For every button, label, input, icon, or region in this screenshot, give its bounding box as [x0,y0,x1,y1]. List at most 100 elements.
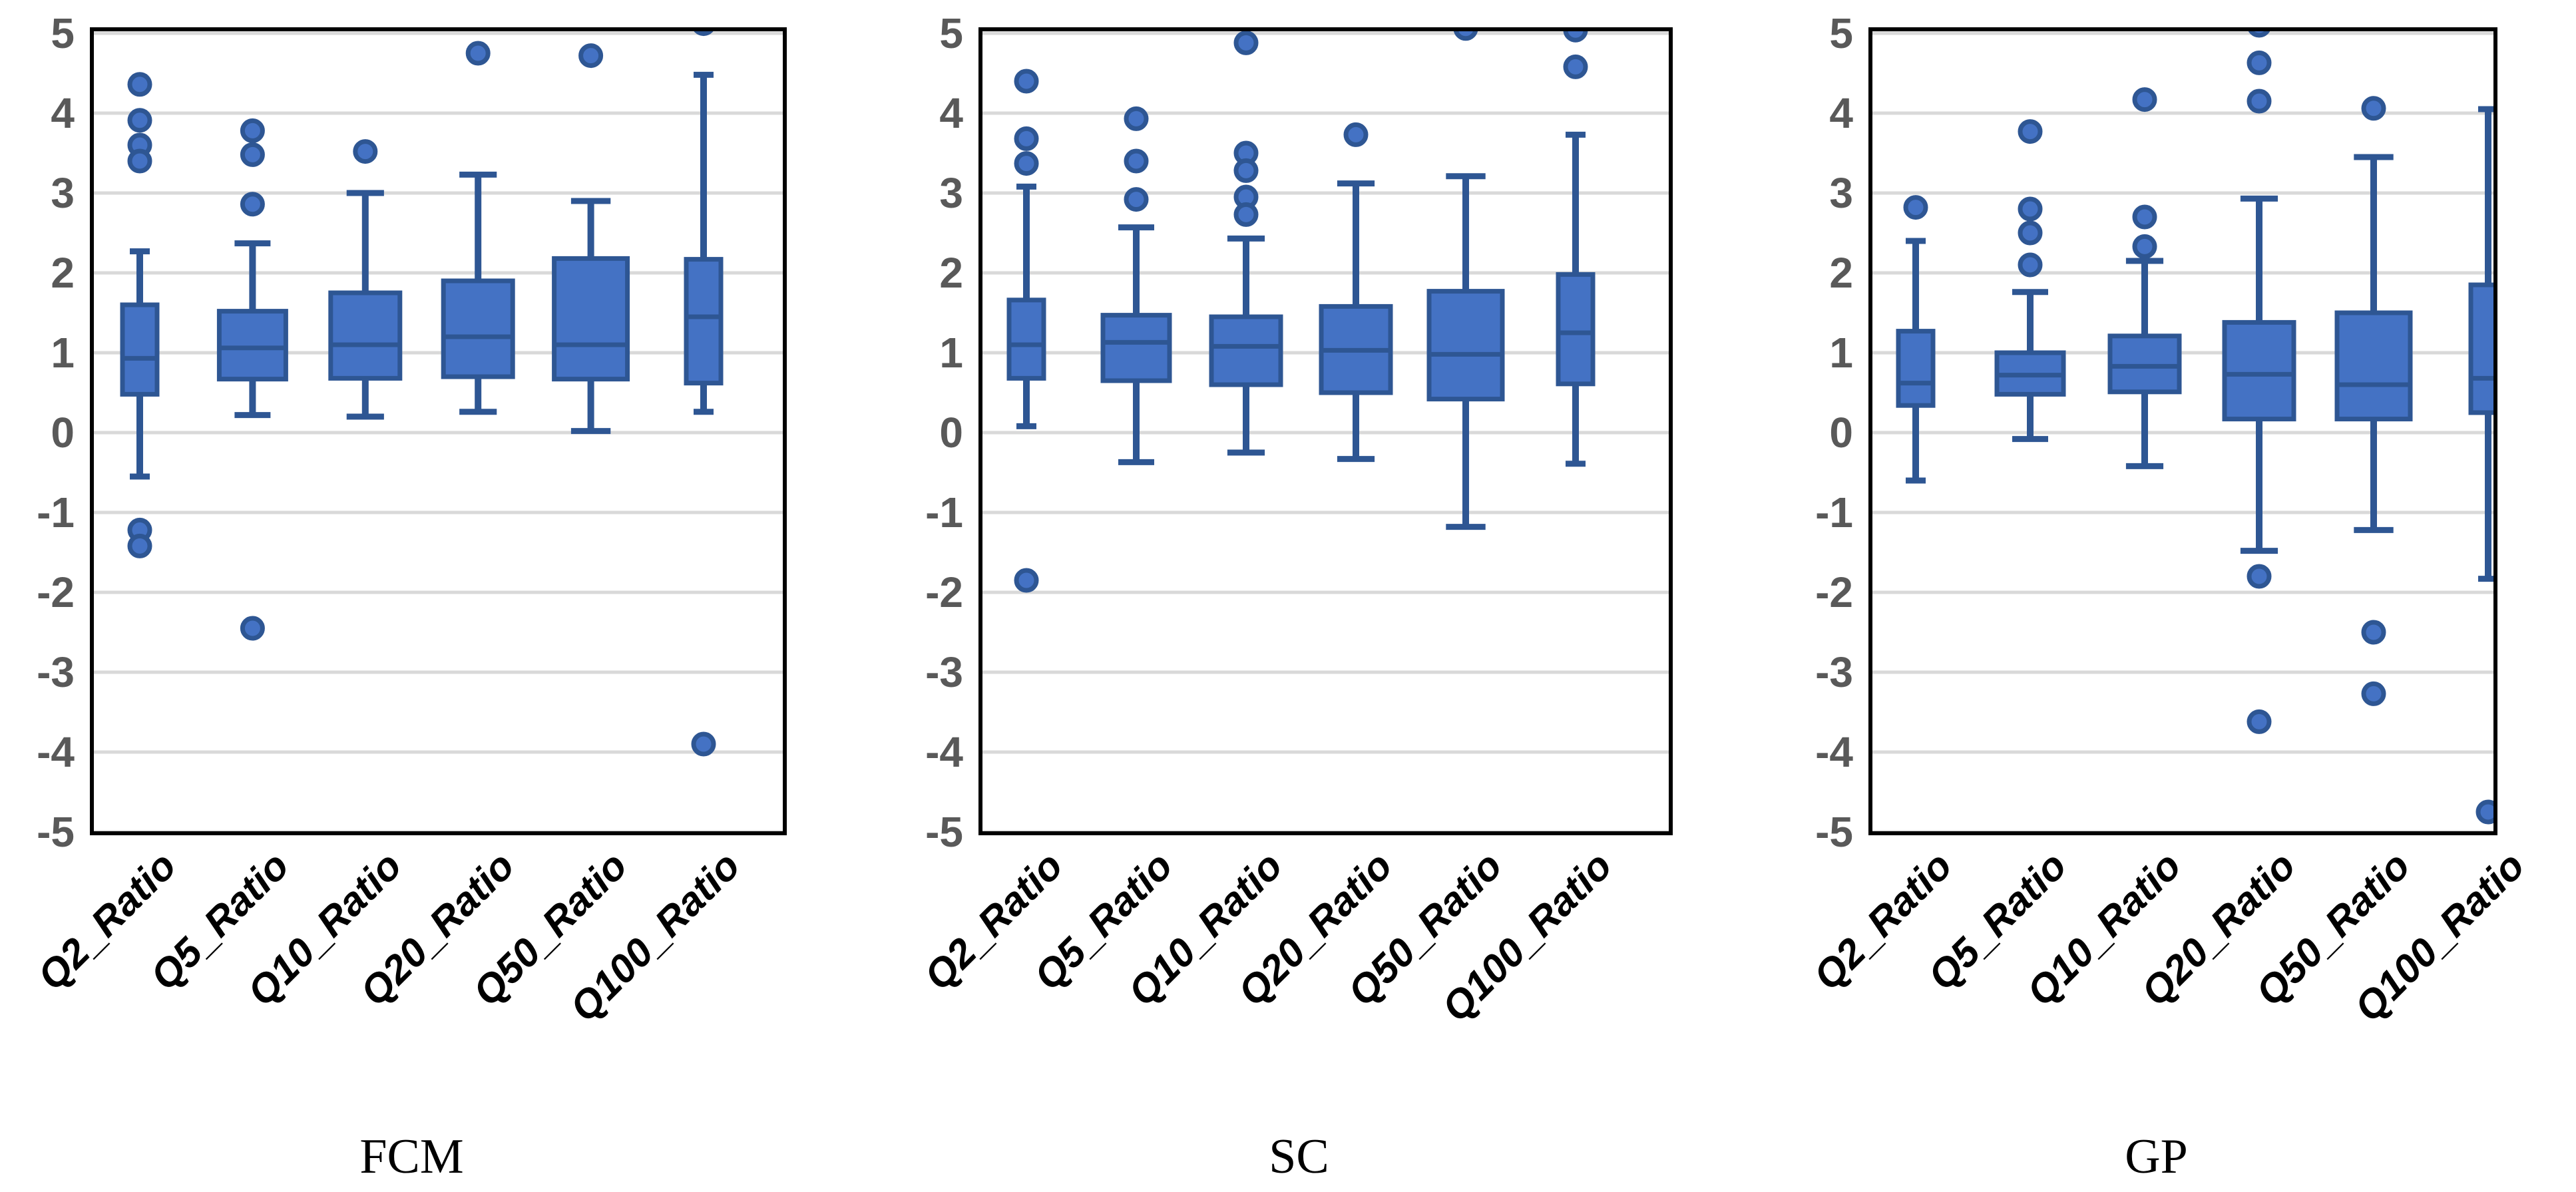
outlier-dot [2361,620,2386,645]
outlier-dot [2361,96,2386,121]
outlier-dot [127,72,152,97]
outlier-dot [127,148,152,174]
y-axis-tick-label: 2 [1829,249,1853,297]
box-group-q10_ratio [2107,87,2182,469]
box-group-q10_ratio [1209,30,1283,456]
chart-panel-fcm: 5 4 3 2 1 0 -1 -2 -3 -4 -5 Q2_Ratio Q5_Ratio Q10_Rati… [0,0,859,1192]
y-axis-tick-label: -4 [37,728,75,776]
outlier-dot [2132,234,2157,259]
y-axis-tick-label: 0 [939,409,963,457]
outlier-dot [240,192,265,217]
outlier-dot [1124,187,1149,212]
box-group-q100_ratio [1556,29,1596,467]
y-axis-tick-label: -5 [925,808,963,856]
y-axis-tick-label: 5 [939,9,963,57]
y-axis-tick-label: -4 [925,728,963,776]
iqr-box [441,278,515,379]
chart-panel-sc: 5 4 3 2 1 0 -1 -2 -3 -4 -5 Q2_Ratio Q5_Ratio Q10_Rati… [859,0,1717,1192]
plot-border [1868,27,2497,835]
iqr-box [1556,272,1596,387]
outlier-dot [2361,681,2386,706]
plot-border [978,27,1673,835]
box-group-q2_ratio [1006,69,1046,593]
outlier-dot [578,43,604,69]
fcm-boxplot-svg: 543210-1-2-3-4-5Q2_RatioQ5_RatioQ10_Rati… [29,9,787,1184]
y-axis-tick-label: 1 [1829,329,1853,377]
iqr-box [1006,298,1046,381]
y-axis-tick-label: -5 [37,808,75,856]
y-axis-tick-label: -2 [1815,568,1853,616]
outlier-dot [1343,122,1369,147]
box-group-q5_ratio [1994,119,2066,443]
iqr-box [1100,313,1172,383]
iqr-box [216,309,288,382]
y-axis-tick-label: -3 [925,648,963,696]
outlier-dot [1233,202,1259,227]
outlier-dot [1233,30,1259,55]
box-group-q2_ratio [1896,195,1936,484]
outlier-dot [2247,89,2272,114]
plot-series-group [1006,29,1596,593]
box-group-q20_ratio [1319,122,1393,463]
outlier-dot [1453,29,1478,41]
y-axis-tick-label: -5 [1815,808,1853,856]
iqr-box [120,302,160,397]
outlier-dot [240,118,265,143]
gp-boxplot-svg: 543210-1-2-3-4-5Q2_RatioQ5_RatioQ10_Rati… [1805,9,2533,1184]
box-group-q100_ratio [2468,106,2494,825]
iqr-box [1209,314,1283,387]
y-axis-tick-label: 2 [939,249,963,297]
outlier-dot [1014,69,1039,94]
y-axis-tick-label: 1 [51,329,75,377]
y-axis-tick-label: -1 [37,489,75,536]
outlier-dot [2132,204,2157,230]
y-axis-tick-label: 0 [51,409,75,457]
box-group-q50_ratio [552,43,630,435]
iqr-box [1426,289,1505,402]
box-group-q50_ratio [2334,96,2413,706]
y-axis-tick-label: 4 [1829,89,1853,137]
outlier-dot [1124,148,1149,174]
y-axis-tick-label: 0 [1829,409,1853,457]
box-group-q2_ratio [120,72,160,558]
y-axis-tick-label: 3 [1829,169,1853,217]
outlier-dot [2247,29,2271,38]
chart-title: FCM [359,1129,463,1184]
outlier-dot [240,142,265,167]
plot-border [90,27,787,835]
box-group-q5_ratio [216,118,288,641]
outlier-dot [2132,87,2157,112]
iqr-box [2107,333,2182,395]
outlier-dot [1014,151,1039,176]
y-axis-tick-label: -3 [1815,648,1853,696]
y-axis-tick-label: 1 [939,329,963,377]
outlier-dot [1014,568,1039,593]
y-axis-tick-label: 3 [51,169,75,217]
outlier-dot [2247,50,2272,75]
outlier-dot [691,731,716,757]
outlier-dot [353,139,378,164]
y-axis-tick-label: 4 [51,89,75,137]
y-axis-tick-label: -2 [925,568,963,616]
iqr-box [1896,329,1936,408]
box-group-q50_ratio [1426,29,1505,530]
iqr-box [2334,310,2413,422]
y-axis-tick-label: 5 [51,9,75,57]
outlier-dot [2018,252,2043,278]
chart-title: GP [2125,1129,2188,1184]
outlier-dot [1563,54,1588,79]
y-axis-tick-label: -1 [1815,489,1853,536]
y-axis-tick-label: -4 [1815,728,1853,776]
outlier-dot [1233,158,1259,183]
chart-title: SC [1269,1129,1329,1184]
iqr-box [552,256,630,382]
box-group-q20_ratio [441,41,515,415]
plot-series-group [1896,29,2494,825]
box-group-q5_ratio [1100,106,1172,465]
outlier-dot [2247,709,2272,734]
iqr-box [2468,282,2494,415]
box-group-q10_ratio [328,139,403,420]
sc-boxplot-svg: 543210-1-2-3-4-5Q2_RatioQ5_RatioQ10_Rati… [916,9,1673,1184]
outlier-dot [2018,196,2043,222]
